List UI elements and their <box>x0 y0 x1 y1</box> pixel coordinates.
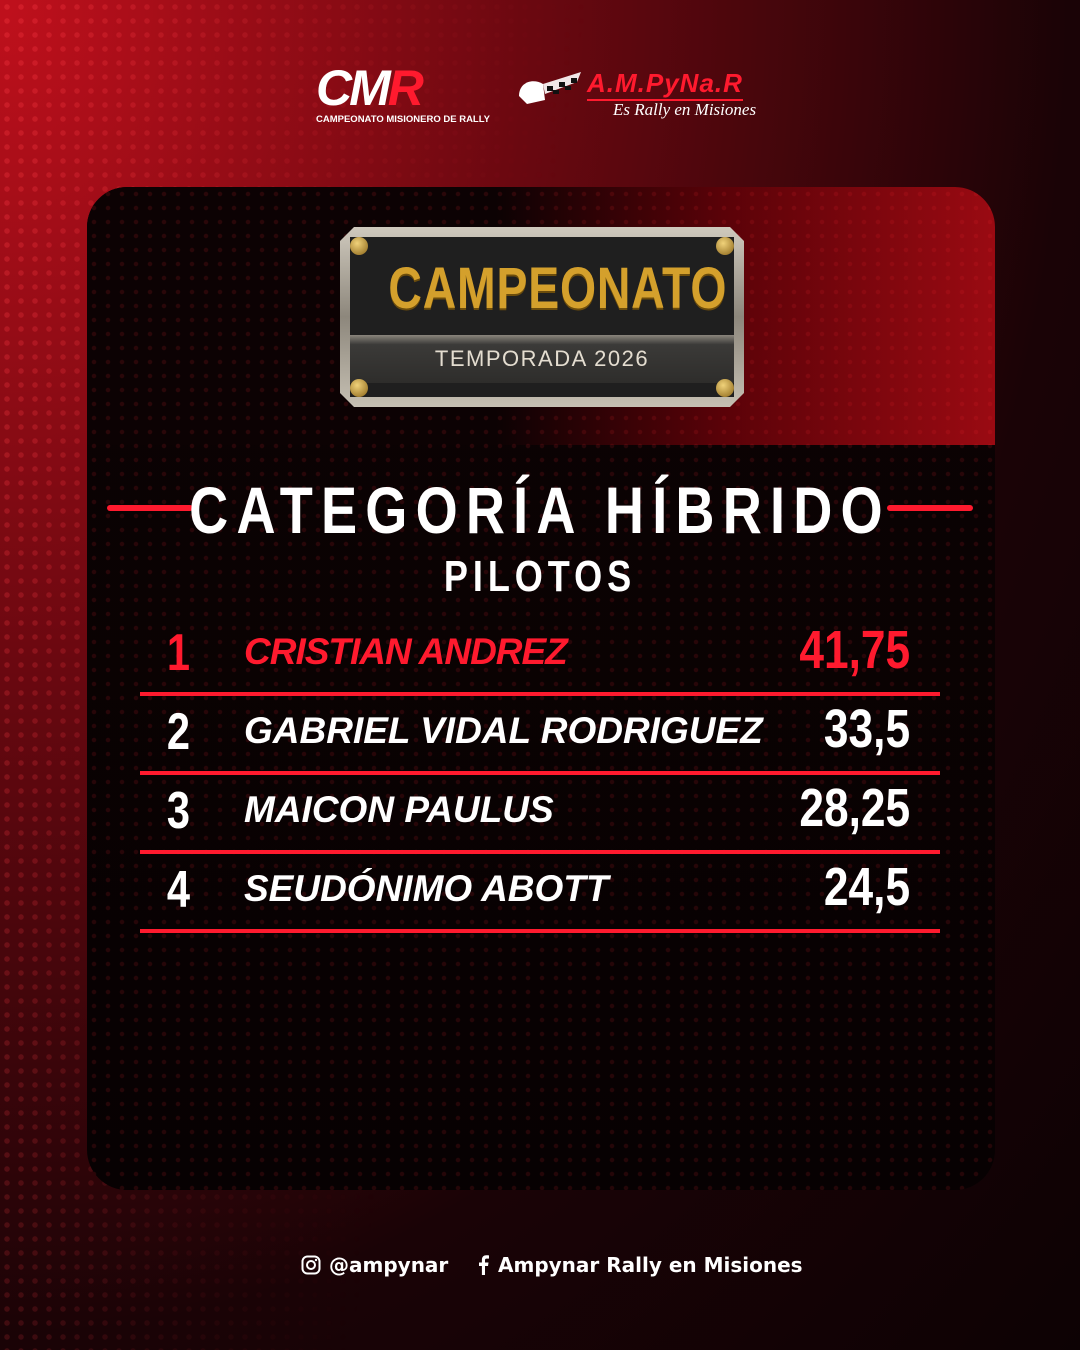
plaque-title: CAMPEONATO <box>388 256 728 321</box>
points: 41,75 <box>799 620 910 680</box>
points: 28,25 <box>799 778 910 838</box>
facebook-icon <box>479 1255 489 1275</box>
standings-card: CAMPEONATO TEMPORADA 2026 <box>87 187 995 1190</box>
cmr-logo-mark-r: R <box>387 60 424 116</box>
instagram-icon <box>301 1255 321 1275</box>
championship-plaque: CAMPEONATO TEMPORADA 2026 <box>340 227 744 407</box>
instagram-handle: @ampynar <box>329 1253 449 1277</box>
bolt-icon <box>716 237 734 255</box>
ampynar-logo-mark: A.M.PyNa.R <box>587 68 743 101</box>
standings-row: 2 GABRIEL VIDAL RODRIGUEZ 33,5 <box>140 692 940 775</box>
facebook-link[interactable]: Ampynar Rally en Misiones <box>476 1253 803 1277</box>
position: 4 <box>166 861 191 919</box>
cmr-logo-mark: CM <box>316 60 391 116</box>
driver-name: MAICON PAULUS <box>244 789 554 830</box>
points: 33,5 <box>823 699 910 759</box>
category-subtitle: PILOTOS <box>443 552 637 601</box>
bolt-icon <box>350 379 368 397</box>
driver-name: SEUDÓNIMO ABOTT <box>244 868 609 909</box>
cmr-logo: CMR CAMPEONATO MISIONERO DE RALLY <box>316 63 496 125</box>
category-title: CATEGORÍA HÍBRIDO <box>189 473 891 547</box>
standings-row: 3 MAICON PAULUS 28,25 <box>140 771 940 854</box>
facebook-handle: Ampynar Rally en Misiones <box>498 1253 803 1277</box>
driver-name: GABRIEL VIDAL RODRIGUEZ <box>244 710 763 751</box>
header-logos: CMR CAMPEONATO MISIONERO DE RALLY A.M.Py… <box>0 62 1080 132</box>
title-dash-left <box>107 505 193 511</box>
ampynar-tagline: Es Rally en Misiones <box>613 100 757 119</box>
position: 2 <box>166 703 191 761</box>
position: 3 <box>166 782 191 840</box>
standings-row: 1 CRISTIAN ANDREZ 41,75 <box>140 613 940 696</box>
plaque-band <box>350 335 734 383</box>
standings-row: 4 SEUDÓNIMO ABOTT 24,5 <box>140 850 940 933</box>
title-dash-right <box>887 505 973 511</box>
footer: @ampynar Ampynar Rally en Misiones <box>0 1253 1080 1279</box>
cmr-logo-subtitle: CAMPEONATO MISIONERO DE RALLY <box>316 114 491 125</box>
bolt-icon <box>350 237 368 255</box>
position: 1 <box>166 624 191 682</box>
plaque-subtitle: TEMPORADA 2026 <box>434 346 650 371</box>
bolt-icon <box>716 379 734 397</box>
instagram-link[interactable]: @ampynar <box>301 1253 448 1277</box>
driver-name: CRISTIAN ANDREZ <box>244 631 568 672</box>
points: 24,5 <box>823 857 910 917</box>
helmet-flag-icon <box>519 72 581 104</box>
